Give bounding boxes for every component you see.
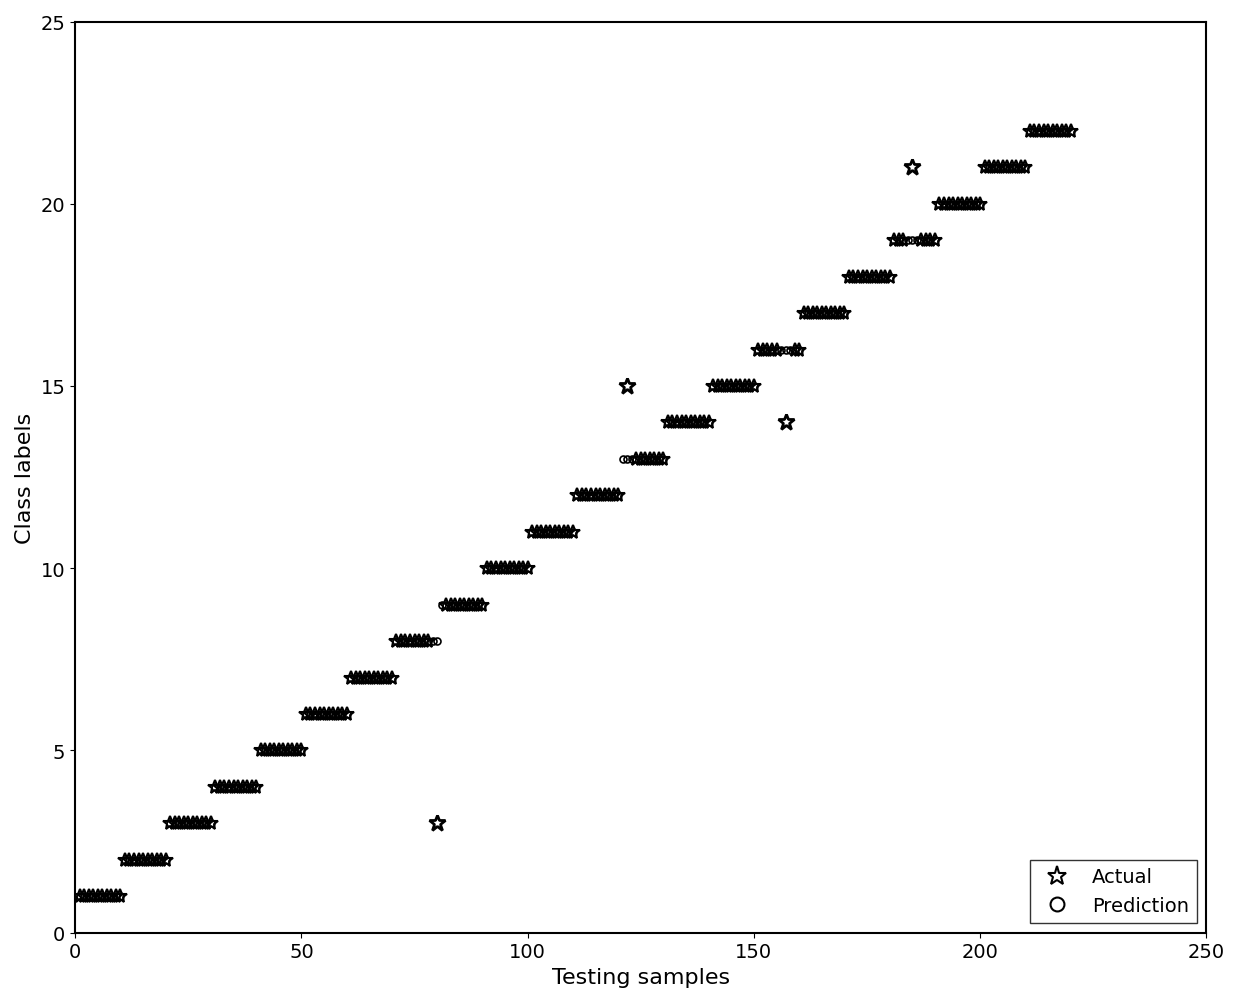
Legend: Actual, Prediction: Actual, Prediction <box>1029 860 1197 923</box>
Y-axis label: Class labels: Class labels <box>15 412 35 543</box>
X-axis label: Testing samples: Testing samples <box>552 967 730 987</box>
